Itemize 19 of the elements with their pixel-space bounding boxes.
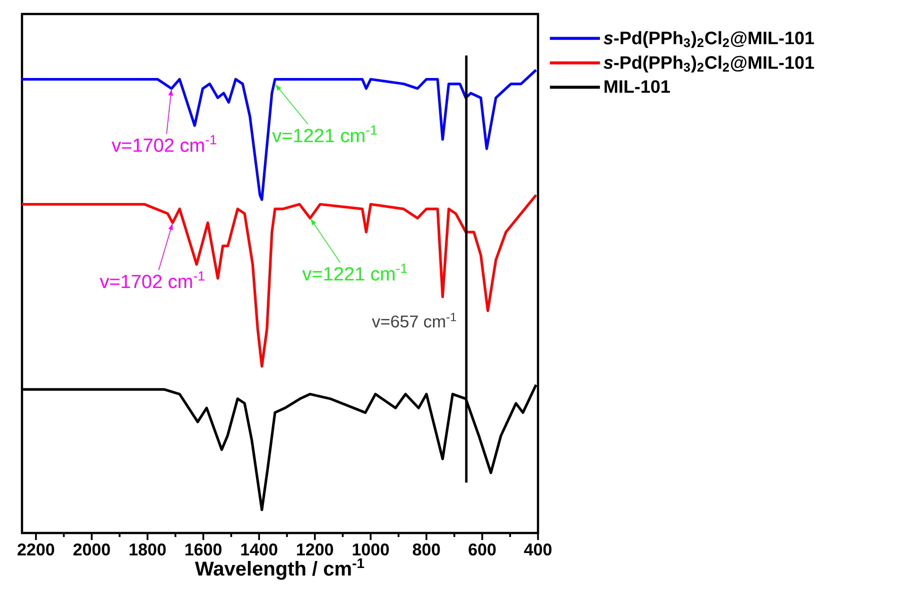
- x-tick-label: 2200: [18, 544, 54, 556]
- x-tick-label: 1000: [352, 544, 389, 556]
- annotation: v=1221 cm$^{-1}$: [272, 125, 377, 142]
- x-axis-title: Wavelength / cm$^{-1}$: [195, 558, 364, 580]
- annotation: v=1702 cm$^{-1}$: [100, 271, 204, 288]
- x-tick-label: 800: [412, 544, 440, 556]
- ref-line-label: v=657 cm$^{-1}$: [372, 312, 456, 328]
- x-tick-label: 1400: [241, 544, 278, 556]
- x-tick-label: 400: [524, 544, 552, 556]
- x-tick-label: 1800: [130, 544, 166, 556]
- x-tick-label: 600: [468, 544, 496, 556]
- annotation: v=1702 cm$^{-1}$: [112, 135, 216, 152]
- annotation: v=1221 cm$^{-1}$: [302, 264, 407, 281]
- legend-label: s-Pd(PPh$_{3}$)$_{2}$Cl$_{2}$@MIL-101: [604, 56, 814, 72]
- x-tick-label: 1200: [297, 544, 334, 556]
- x-tick-label: 2000: [73, 544, 110, 556]
- legend-label: MIL-101: [604, 80, 670, 93]
- x-tick-label: 1600: [185, 544, 222, 556]
- legend-label: s-Pd(PPh$_{3}$)$_{2}$Cl$_{2}$@MIL-101: [604, 31, 814, 48]
